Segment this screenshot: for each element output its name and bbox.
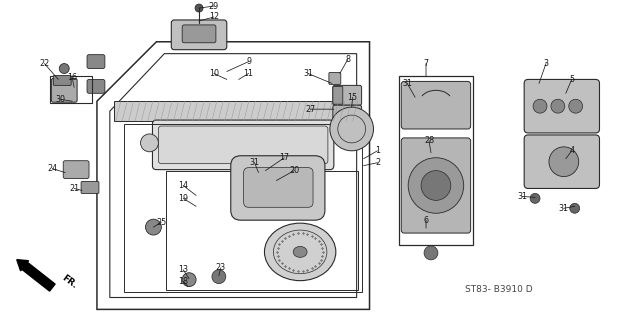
Text: 1: 1 [375, 146, 380, 155]
FancyBboxPatch shape [153, 120, 334, 170]
FancyBboxPatch shape [333, 86, 342, 104]
Text: 31: 31 [303, 69, 313, 78]
Text: 3: 3 [544, 59, 548, 68]
FancyBboxPatch shape [231, 156, 325, 220]
FancyBboxPatch shape [329, 73, 341, 84]
FancyBboxPatch shape [53, 76, 71, 85]
FancyBboxPatch shape [182, 25, 216, 43]
Text: 22: 22 [39, 59, 49, 68]
Text: 18: 18 [178, 277, 188, 286]
FancyBboxPatch shape [87, 55, 105, 68]
Circle shape [570, 203, 580, 213]
Text: 31: 31 [517, 192, 527, 201]
FancyBboxPatch shape [524, 135, 599, 188]
FancyBboxPatch shape [158, 126, 328, 164]
Circle shape [330, 107, 373, 151]
Circle shape [530, 193, 540, 203]
Circle shape [533, 99, 547, 113]
Text: 28: 28 [424, 136, 434, 145]
FancyBboxPatch shape [333, 85, 361, 105]
Text: 13: 13 [178, 265, 188, 274]
FancyBboxPatch shape [244, 168, 313, 207]
Text: 19: 19 [178, 194, 188, 203]
Circle shape [421, 171, 451, 200]
FancyBboxPatch shape [524, 79, 599, 133]
FancyBboxPatch shape [401, 138, 470, 233]
Text: 7: 7 [423, 59, 429, 68]
Text: 15: 15 [348, 93, 358, 102]
Text: 21: 21 [69, 184, 79, 193]
Circle shape [551, 99, 565, 113]
Circle shape [549, 147, 579, 177]
Circle shape [424, 246, 438, 260]
Text: 31: 31 [402, 79, 412, 88]
Circle shape [212, 270, 226, 284]
Text: 29: 29 [209, 2, 219, 11]
FancyBboxPatch shape [81, 181, 99, 193]
Text: 27: 27 [305, 105, 315, 114]
Circle shape [141, 134, 158, 152]
Text: 31: 31 [559, 204, 569, 213]
Text: 8: 8 [345, 55, 350, 64]
Text: 2: 2 [375, 158, 380, 167]
Polygon shape [114, 101, 354, 121]
Text: 12: 12 [209, 12, 219, 21]
Text: 16: 16 [67, 73, 77, 82]
Text: 14: 14 [178, 181, 188, 190]
Circle shape [195, 4, 203, 12]
FancyBboxPatch shape [87, 79, 105, 93]
Text: 23: 23 [216, 263, 226, 272]
FancyBboxPatch shape [333, 105, 361, 123]
FancyBboxPatch shape [401, 81, 470, 129]
Text: 6: 6 [423, 216, 429, 225]
Text: 5: 5 [569, 75, 574, 84]
Text: 20: 20 [289, 166, 299, 175]
FancyBboxPatch shape [63, 161, 89, 179]
Text: 10: 10 [209, 69, 219, 78]
Text: 9: 9 [246, 57, 251, 66]
Bar [399, 76, 473, 245]
Text: ST83- B3910 D: ST83- B3910 D [465, 285, 532, 294]
Circle shape [60, 64, 69, 74]
Text: 4: 4 [569, 146, 574, 155]
Circle shape [182, 273, 196, 287]
FancyBboxPatch shape [51, 78, 77, 102]
Text: 31: 31 [249, 158, 260, 167]
Ellipse shape [293, 246, 307, 257]
Text: 24: 24 [47, 164, 58, 173]
Circle shape [569, 99, 582, 113]
Circle shape [146, 219, 161, 235]
FancyArrow shape [17, 260, 55, 291]
FancyBboxPatch shape [172, 20, 227, 50]
Text: 17: 17 [279, 153, 289, 162]
Text: 25: 25 [156, 218, 166, 227]
Text: FR.: FR. [60, 273, 79, 290]
Text: 11: 11 [244, 69, 254, 78]
Text: 30: 30 [55, 95, 65, 104]
Ellipse shape [265, 223, 336, 281]
Circle shape [408, 158, 464, 213]
